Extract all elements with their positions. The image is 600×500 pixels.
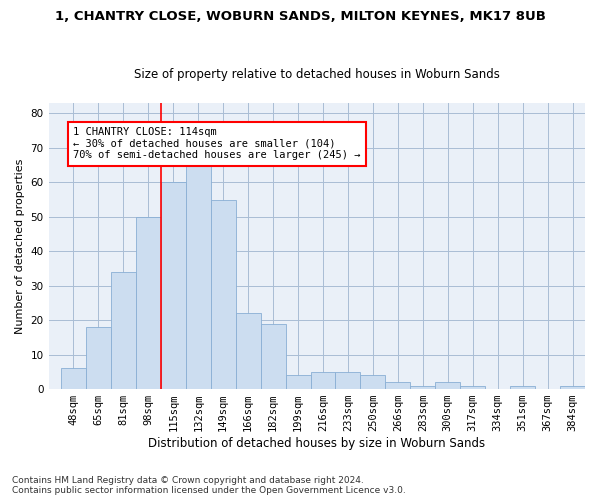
Bar (286, 376, 311, 389)
Bar (560, 386, 585, 389)
Bar (361, 376, 385, 389)
Text: Contains HM Land Registry data © Crown copyright and database right 2024.
Contai: Contains HM Land Registry data © Crown c… (12, 476, 406, 495)
Bar (186, 165, 211, 389)
Bar (510, 386, 535, 389)
Bar (136, 216, 161, 389)
Title: Size of property relative to detached houses in Woburn Sands: Size of property relative to detached ho… (134, 68, 500, 81)
Bar (311, 372, 335, 389)
Y-axis label: Number of detached properties: Number of detached properties (15, 158, 25, 334)
Text: 1, CHANTRY CLOSE, WOBURN SANDS, MILTON KEYNES, MK17 8UB: 1, CHANTRY CLOSE, WOBURN SANDS, MILTON K… (55, 10, 545, 23)
Bar (111, 272, 136, 389)
Bar (385, 382, 410, 389)
Bar (260, 324, 286, 389)
Bar (335, 372, 361, 389)
Bar (435, 382, 460, 389)
Bar (61, 368, 86, 389)
Bar (211, 200, 236, 389)
X-axis label: Distribution of detached houses by size in Woburn Sands: Distribution of detached houses by size … (148, 437, 485, 450)
Bar (410, 386, 435, 389)
Bar (161, 182, 186, 389)
Bar (236, 314, 260, 389)
Text: 1 CHANTRY CLOSE: 114sqm
← 30% of detached houses are smaller (104)
70% of semi-d: 1 CHANTRY CLOSE: 114sqm ← 30% of detache… (73, 127, 361, 160)
Bar (460, 386, 485, 389)
Bar (86, 327, 111, 389)
